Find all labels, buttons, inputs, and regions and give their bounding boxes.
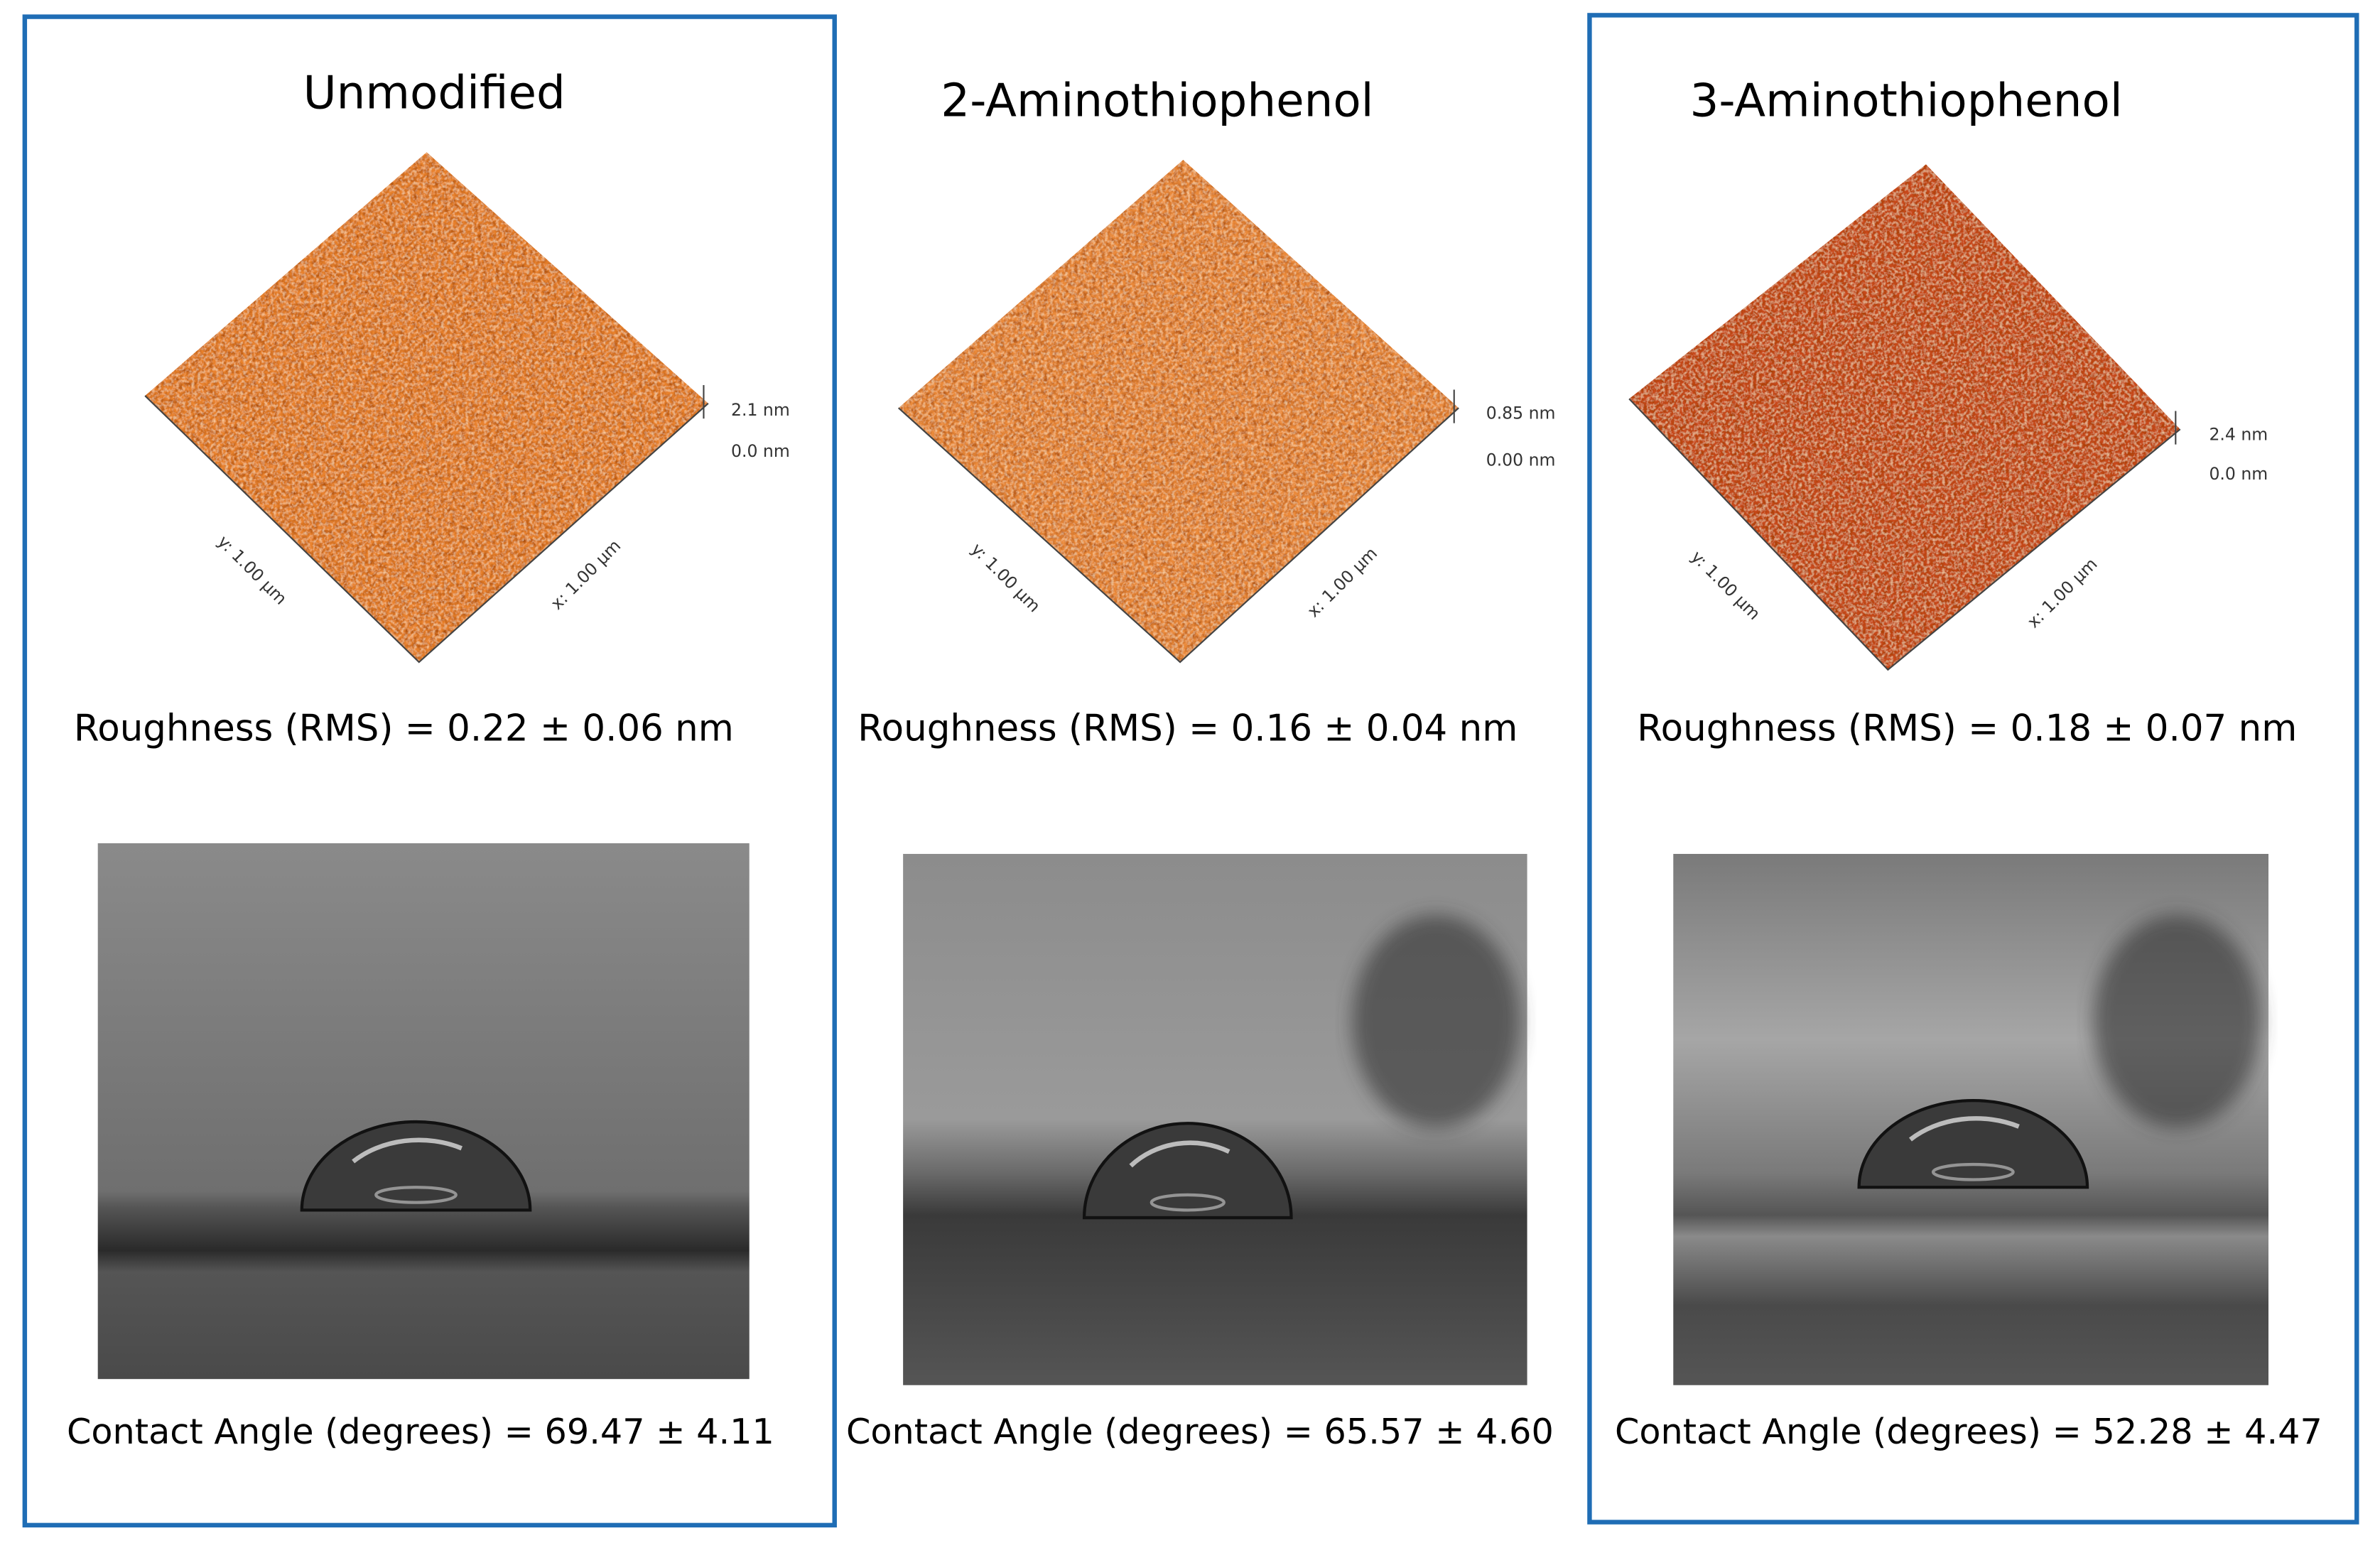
afm-height-max: 0.85 nm	[1486, 403, 1556, 423]
afm-image: 2.4 nm 0.0 nm y: 1.00 µm x: 1.00 µm	[1628, 164, 2268, 671]
afm-x-axis-label: x: 1.00 µm	[2023, 554, 2102, 632]
afm-x-axis-label: x: 1.00 µm	[547, 536, 625, 614]
droplet	[300, 1120, 532, 1212]
droplet-reflection	[1931, 1162, 2015, 1181]
roughness-label: Roughness (RMS) = 0.16 ± 0.04 nm	[858, 707, 1518, 749]
droplet-highlight	[1908, 1116, 2020, 1142]
contact-angle-photo	[97, 843, 750, 1380]
afm-surface	[898, 159, 1459, 663]
afm-image: 2.1 nm 0.0 nm y: 1.00 µm x: 1.00 µm	[144, 152, 790, 664]
panel: Unmodified 2.1 nm 0.0 nm y: 1.00 µm x: 1.00 …	[67, 67, 790, 1452]
droplet-reflection	[374, 1186, 458, 1204]
contact-angle-label: Contact Angle (degrees) = 52.28 ± 4.47	[1615, 1411, 2322, 1452]
droplet-highlight	[352, 1137, 463, 1164]
afm-x-axis-label: x: 1.00 µm	[1303, 543, 1381, 622]
afm-image: 0.85 nm 0.00 nm y: 1.00 µm x: 1.00 µm	[897, 159, 1556, 664]
afm-height-min: 0.00 nm	[1486, 450, 1556, 470]
roughness-label: Roughness (RMS) = 0.22 ± 0.06 nm	[74, 707, 734, 749]
afm-edge	[897, 407, 1459, 664]
afm-height-max: 2.4 nm	[2209, 424, 2268, 444]
contact-angle-label: Contact Angle (degrees) = 69.47 ± 4.11	[67, 1411, 774, 1452]
panel: 2-Aminothiophenol 0.85 nm 0.00 nm y: 1.00 µ…	[846, 74, 1556, 1452]
contact-angle-photo	[903, 853, 1527, 1385]
droplet-reflection	[1150, 1193, 1226, 1212]
afm-y-axis-label: y: 1.00 µm	[967, 539, 1044, 617]
afm-edge	[1628, 398, 2181, 671]
afm-y-axis-label: y: 1.00 µm	[214, 531, 291, 609]
photo-shadow	[2093, 914, 2261, 1128]
panel-frame	[1587, 13, 2359, 1525]
panel-title: 2-Aminothiophenol	[941, 74, 1373, 127]
contact-angle-label: Contact Angle (degrees) = 65.57 ± 4.60	[846, 1411, 1554, 1452]
droplet	[1082, 1122, 1293, 1220]
panel-title: 3-Aminothiophenol	[1689, 74, 2122, 127]
afm-edge	[144, 395, 709, 664]
panel: 3-Aminothiophenol 2.4 nm 0.0 nm y: 1.00 µm x…	[1615, 74, 2322, 1452]
afm-surface	[145, 152, 708, 663]
afm-height-min: 0.0 nm	[2209, 464, 2268, 484]
roughness-label: Roughness (RMS) = 0.18 ± 0.07 nm	[1637, 707, 2297, 749]
afm-height-min: 0.0 nm	[731, 441, 790, 461]
afm-surface	[1629, 164, 2180, 670]
droplet-highlight	[1129, 1140, 1230, 1168]
photo-shadow	[1352, 914, 1520, 1128]
panel-title: Unmodified	[303, 67, 566, 120]
panel-frame	[22, 14, 837, 1528]
droplet	[1857, 1098, 2089, 1189]
contact-angle-photo	[1673, 853, 2269, 1385]
afm-height-max: 2.1 nm	[731, 400, 790, 420]
photo-background	[97, 843, 750, 1380]
afm-y-axis-label: y: 1.00 µm	[1687, 547, 1765, 624]
